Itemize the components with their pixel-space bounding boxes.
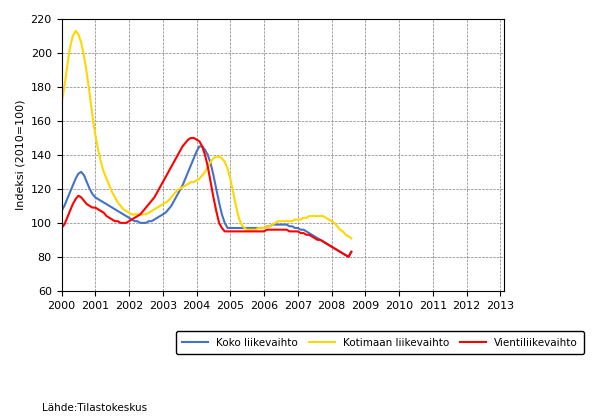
Vientiliikevaihto bbox=[67, 208, 74, 214]
Vientiliikevaihto bbox=[143, 205, 150, 210]
Vientiliikevaihto bbox=[339, 251, 346, 256]
Kotimaan liikevaihto bbox=[145, 210, 152, 215]
Line: Koko liikevaihto: Koko liikevaihto bbox=[62, 146, 351, 257]
Koko liikevaihto bbox=[345, 254, 352, 259]
Text: Lähde:Tilastokeskus: Lähde:Tilastokeskus bbox=[42, 403, 147, 413]
Y-axis label: Indeksi (2010=100): Indeksi (2010=100) bbox=[15, 100, 25, 210]
Vientiliikevaihto bbox=[204, 164, 211, 169]
Legend: Koko liikevaihto, Kotimaan liikevaihto, Vientiliikevaihto: Koko liikevaihto, Kotimaan liikevaihto, … bbox=[176, 332, 584, 354]
Vientiliikevaihto bbox=[131, 215, 138, 220]
Koko liikevaihto bbox=[131, 219, 138, 224]
Kotimaan liikevaihto bbox=[72, 28, 79, 33]
Vientiliikevaihto bbox=[347, 249, 355, 254]
Koko liikevaihto bbox=[58, 208, 65, 214]
Koko liikevaihto bbox=[339, 251, 346, 256]
Koko liikevaihto bbox=[326, 242, 333, 247]
Koko liikevaihto bbox=[143, 221, 150, 226]
Vientiliikevaihto bbox=[326, 242, 333, 247]
Line: Kotimaan liikevaihto: Kotimaan liikevaihto bbox=[62, 31, 351, 238]
Vientiliikevaihto bbox=[187, 136, 194, 141]
Koko liikevaihto bbox=[196, 144, 203, 149]
Kotimaan liikevaihto bbox=[67, 45, 74, 50]
Kotimaan liikevaihto bbox=[326, 217, 333, 222]
Koko liikevaihto bbox=[204, 153, 211, 158]
Vientiliikevaihto bbox=[58, 226, 65, 231]
Line: Vientiliikevaihto: Vientiliikevaihto bbox=[62, 138, 351, 257]
Kotimaan liikevaihto bbox=[58, 101, 65, 106]
Koko liikevaihto bbox=[67, 190, 74, 195]
Kotimaan liikevaihto bbox=[134, 212, 141, 217]
Kotimaan liikevaihto bbox=[204, 164, 211, 169]
Kotimaan liikevaihto bbox=[347, 236, 355, 241]
Vientiliikevaihto bbox=[345, 254, 352, 259]
Kotimaan liikevaihto bbox=[339, 229, 346, 234]
Koko liikevaihto bbox=[347, 249, 355, 254]
